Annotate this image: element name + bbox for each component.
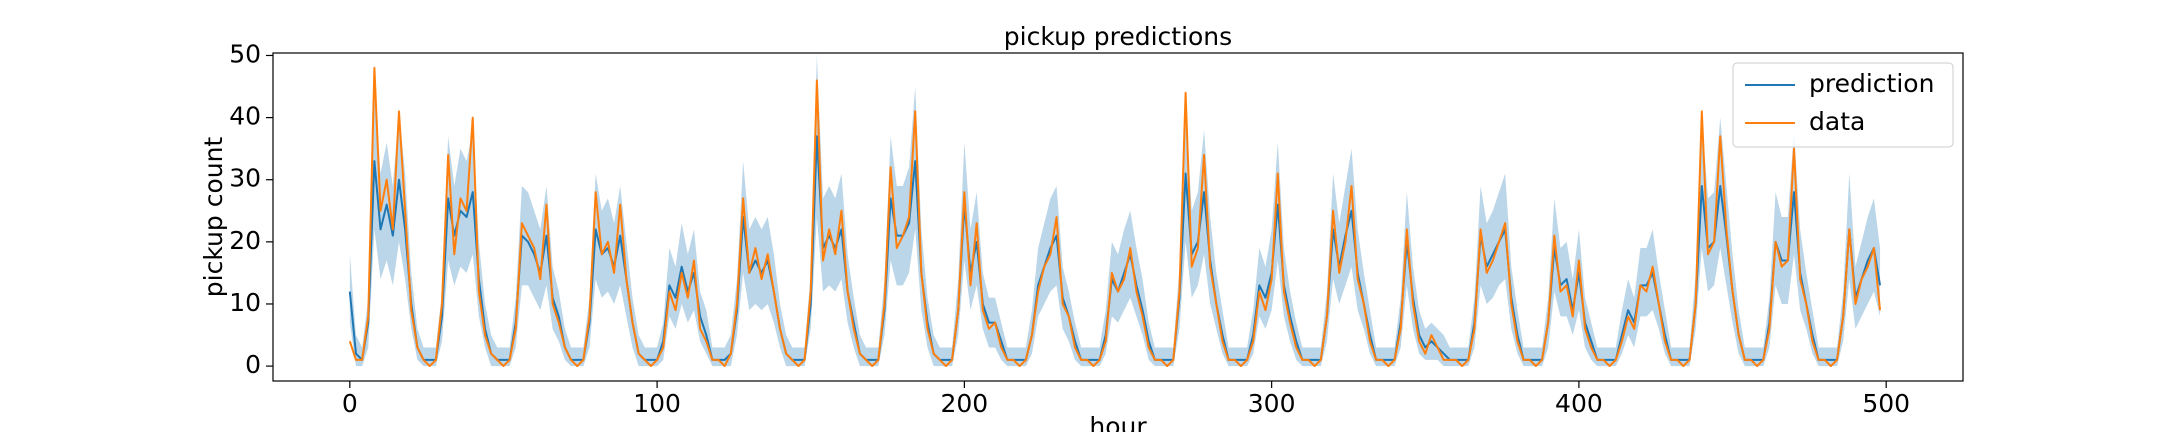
confidence-band <box>349 55 1881 367</box>
x-tick-label: 300 <box>1248 389 1296 418</box>
x-tick-label: 200 <box>941 389 989 418</box>
series-line <box>348 66 1882 368</box>
legend-label: prediction <box>1809 69 1934 98</box>
x-axis-label: hour <box>1089 412 1147 432</box>
x-tick-label: 100 <box>633 389 681 418</box>
chart-title: pickup predictions <box>1004 22 1232 51</box>
y-tick-label: 50 <box>229 39 261 68</box>
legend-label: data <box>1809 107 1865 136</box>
y-tick-label: 30 <box>229 164 261 193</box>
y-tick-label: 40 <box>229 102 261 131</box>
y-tick-label: 10 <box>229 288 261 317</box>
y-axis-label: pickup count <box>199 137 228 298</box>
x-tick-label: 500 <box>1862 389 1910 418</box>
y-tick-label: 20 <box>229 226 261 255</box>
x-tick-label: 400 <box>1555 389 1603 418</box>
y-tick-label: 0 <box>245 350 261 379</box>
x-tick-label: 0 <box>342 389 358 418</box>
plot-frame <box>272 52 1964 382</box>
